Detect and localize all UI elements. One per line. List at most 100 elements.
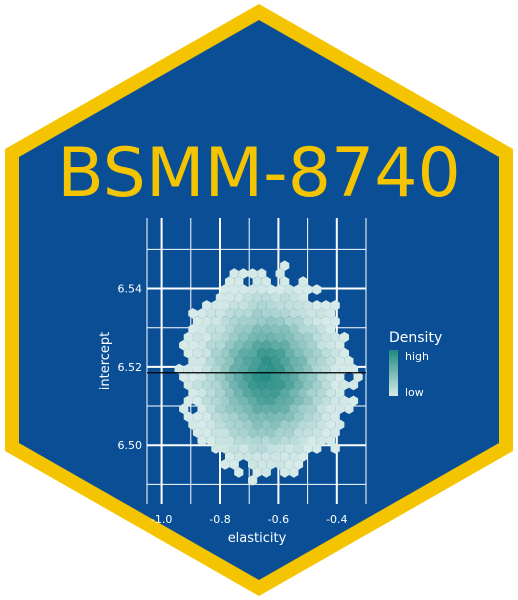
hexbin-cell [312,427,322,438]
hexbin-cell [248,347,258,359]
hexbin-cell [326,339,336,351]
hexbin-cell [215,355,225,367]
hexbin-cell [275,427,285,438]
hexbin-cell [303,331,313,343]
hexbin-cell [284,363,294,375]
hexbin-cell [349,363,359,375]
hexbin-cell [270,308,281,319]
hexbin-cell [275,316,285,327]
hexbin-cell [215,387,225,399]
hexbin-cell [321,316,331,327]
hexbin-cell [298,292,308,303]
hexbin-cell [293,284,304,295]
hexbin-cell [266,347,276,359]
hexbin-cell [238,347,248,359]
hexbin-cell [211,443,221,454]
hexbin-cell [225,435,235,446]
hexbin-cell [266,331,276,343]
hexbin-cell [275,347,285,359]
hexbin-cell [192,427,203,438]
hexbin-cell [298,355,308,367]
hexbin-cell [257,316,267,327]
hexbin-cell [335,419,345,430]
hexbin-cell [335,387,345,399]
hexbin-cell [243,324,253,335]
hexbin-cell [289,435,299,446]
hexbin-cell [261,451,271,462]
hexbin-cell [229,316,239,327]
hexbin-cell [284,443,294,454]
hexbin-cell [188,324,198,335]
legend-colorbar [389,350,398,396]
hexbin-cell [252,292,262,303]
hexbin-cell [275,459,285,470]
hexbin-cell [174,363,184,375]
hexbin-cell [229,347,239,359]
hexbin-cell [321,300,331,311]
hexbin-cell [321,427,331,438]
hexbin-cell [316,324,326,335]
hexbin-cell [316,371,326,383]
hexbin-cell [298,451,308,462]
hexbin-cell [238,331,248,343]
hexbin-cell [321,331,331,343]
hexbin-cell [284,347,294,359]
hexbin-cell [280,371,290,383]
hexbin-cell [293,347,304,359]
hexbin-cell [243,308,253,319]
hexbin-cell [289,292,299,303]
hexbin-cell [261,339,271,351]
hexbin-cell [275,268,285,279]
hexbin-cell [234,451,244,462]
hexbin-cell [312,363,322,375]
hexbin-cell [248,395,258,407]
hexbin-cell [266,459,276,470]
hexbin-cell [270,324,281,335]
hexbin-cell [202,347,212,359]
hexbin-cell [275,443,285,454]
hexbin-cell [243,292,253,303]
hexbin-cell [339,379,349,391]
hexbin-cell [280,387,290,399]
hexbin-cell [270,387,281,399]
hexbin-cell [229,300,239,311]
hexbin-cell [261,419,271,430]
hexbin-cell [316,435,326,446]
hexbin-cell [284,300,294,311]
hexbin-cell [225,292,235,303]
hexbin-cell [220,316,230,327]
hexbin-cell [298,387,308,399]
hexbin-cell [284,284,294,295]
hexbin-cell [248,443,258,454]
hexbin-cell [321,363,331,375]
hexbin-cell [270,403,281,415]
hexbin-cell [335,339,345,351]
hexbin-cell [229,379,239,391]
hexbin-cell [211,331,221,343]
x-tick-label: -0.4 [326,513,347,526]
axis-ticks: -1.0 -0.8 -0.6 -0.4 6.50 6.52 6.54 [118,283,348,526]
hexbin-cell [307,419,317,430]
hexbin-cell [307,371,317,383]
hexbin-cell [197,339,207,351]
hexbin-cell [211,316,221,327]
hexbin-layer [174,260,363,486]
hexbin-cell [266,316,276,327]
hexbin-cell [179,403,189,415]
hexbin-cell [303,411,313,423]
hexbin-cell [316,355,326,367]
hexbin-cell [275,300,285,311]
hexbin-cell [275,411,285,423]
hexbin-cell [261,371,271,383]
hexbin-cell [238,300,248,311]
hexbin-cell [339,331,349,343]
hexbin-cell [252,276,262,287]
hexbin-cell [243,435,253,446]
hexbin-cell [225,371,235,383]
hexbin-cell [257,443,267,454]
hexbin-cell [266,379,276,391]
hexbin-cell [266,427,276,438]
hexbin-cell [339,347,349,359]
hexbin-cell [261,387,271,399]
